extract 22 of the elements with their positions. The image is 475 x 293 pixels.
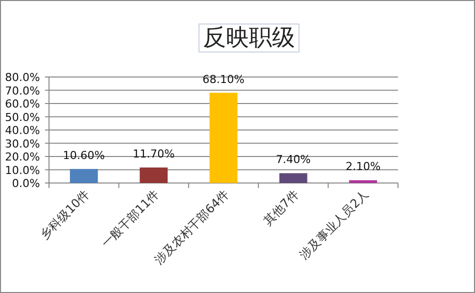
chart-title: 反映职级: [203, 25, 295, 51]
y-tick-label: 30.0%: [5, 137, 40, 150]
bar: [70, 168, 98, 183]
x-tick-label: 一般干部11件: [98, 187, 162, 250]
y-tick-label: 60.0%: [5, 98, 40, 110]
y-tick-label: 40.0%: [5, 124, 40, 137]
bar: [140, 167, 168, 183]
bar: [349, 180, 378, 183]
data-label: 11.70%: [132, 147, 175, 160]
x-tick-label: 乡科级10件: [37, 187, 92, 242]
y-tick-label: 80.0%: [5, 71, 40, 84]
data-label: 7.40%: [276, 153, 311, 166]
y-tick-label: 10.0%: [5, 164, 40, 177]
y-tick-label: 20.0%: [5, 150, 40, 164]
y-tick-label: 0.0%: [12, 177, 40, 190]
bar: [210, 92, 238, 183]
y-tick-label: 70.0%: [5, 84, 40, 98]
data-label: 10.60%: [62, 148, 105, 162]
bar: [279, 173, 308, 183]
y-tick-label: 50.0%: [5, 110, 40, 124]
data-label: 68.10%: [202, 72, 244, 86]
data-label: 2.10%: [346, 160, 381, 174]
